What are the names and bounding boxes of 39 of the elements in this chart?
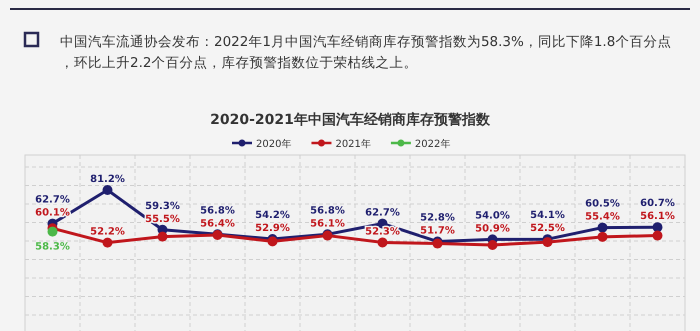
point xyxy=(598,232,608,242)
data-label: 52.9% xyxy=(255,223,290,234)
data-label: 56.8% xyxy=(310,205,345,216)
point xyxy=(488,240,498,250)
data-label: 56.4% xyxy=(200,218,235,230)
chart-title: 2020-2021年中国汽车经销商库存预警指数 xyxy=(210,111,491,128)
point xyxy=(48,226,58,237)
legend-label: 2021年 xyxy=(335,138,371,150)
point xyxy=(102,238,112,248)
data-label: 60.5% xyxy=(585,198,620,210)
point xyxy=(102,185,112,195)
data-label: 51.7% xyxy=(420,226,455,237)
data-label: 56.1% xyxy=(640,211,675,222)
point xyxy=(598,222,608,233)
point xyxy=(652,230,662,241)
point xyxy=(652,222,662,232)
text: 中国汽车流通协会发布：2022年1月中国汽车经销商库存预警指数为58.3%，同比下降1.8个百分点，环比上升2.2个百分点，库存预警指数位于荣枯线之上。 xyxy=(60,34,672,71)
data-label: 56.8% xyxy=(200,205,235,216)
data-label: 62.7% xyxy=(35,194,70,206)
data-label: 62.7% xyxy=(365,208,400,219)
point xyxy=(378,237,388,248)
data-label: 54.1% xyxy=(530,210,565,222)
data-label: 55.4% xyxy=(585,212,620,223)
data-label: 58.3% xyxy=(35,242,70,253)
legend-label: 2020年 xyxy=(256,138,292,150)
point xyxy=(158,232,168,242)
data-label: 56.1% xyxy=(310,218,345,230)
point xyxy=(542,237,552,248)
data-label: 52.5% xyxy=(530,223,565,234)
data-label: 54.2% xyxy=(255,210,290,222)
data-label: 52.2% xyxy=(90,226,125,238)
data-label: 54.0% xyxy=(475,210,510,222)
data-label: 60.7% xyxy=(640,198,675,210)
data-label: 81.2% xyxy=(90,174,125,185)
data-label: 59.3% xyxy=(145,200,180,212)
legend-label: 2022年 xyxy=(414,138,450,150)
data-label: 52.8% xyxy=(420,212,455,224)
data-label: 50.9% xyxy=(475,223,510,234)
data-label: 52.3% xyxy=(365,226,400,238)
